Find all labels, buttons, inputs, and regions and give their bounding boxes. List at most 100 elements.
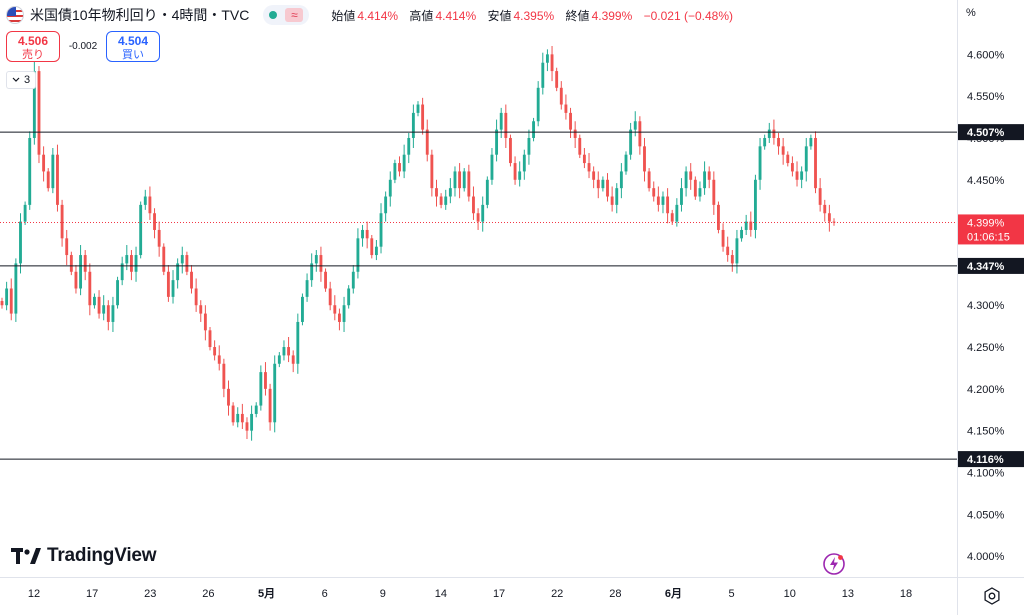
candle-body bbox=[698, 188, 702, 197]
sell-button[interactable]: 4.506 売り bbox=[6, 31, 60, 62]
candle bbox=[337, 308, 341, 331]
candle-body bbox=[661, 196, 665, 205]
candle bbox=[582, 148, 586, 169]
candle-body bbox=[74, 271, 78, 289]
candle bbox=[74, 265, 78, 294]
candle bbox=[305, 273, 309, 302]
candle bbox=[527, 129, 531, 165]
candle bbox=[680, 178, 683, 212]
candle bbox=[606, 173, 609, 202]
candle bbox=[675, 198, 679, 227]
bid-ask-panel: 4.506 売り -0.002 4.504 買い bbox=[6, 31, 160, 62]
candle bbox=[342, 296, 346, 332]
candle-body bbox=[439, 196, 443, 205]
candle-body bbox=[536, 87, 540, 122]
candle-body bbox=[767, 129, 771, 138]
candle bbox=[199, 300, 203, 322]
candle-body bbox=[102, 305, 106, 314]
candle bbox=[111, 296, 115, 332]
market-status-pill[interactable]: ≈ bbox=[263, 5, 310, 25]
candle-body bbox=[384, 196, 388, 214]
candle-body bbox=[578, 137, 582, 155]
candle bbox=[453, 166, 457, 197]
flash-icon[interactable] bbox=[822, 552, 846, 576]
tradingview-logo[interactable]: TradingView bbox=[11, 545, 157, 567]
chevron-down-icon bbox=[12, 77, 20, 82]
candle-body bbox=[361, 229, 364, 239]
candle bbox=[236, 407, 240, 428]
settings-icon[interactable] bbox=[982, 586, 1002, 606]
price-axis-labels: 4.600%4.550%4.500%4.450%4.400%4.350%4.30… bbox=[958, 49, 1024, 563]
candle bbox=[550, 45, 554, 82]
candle bbox=[564, 94, 568, 120]
candle bbox=[749, 211, 753, 237]
low-label: 安値 bbox=[487, 8, 512, 23]
candle-body bbox=[781, 146, 785, 155]
candle-body bbox=[28, 137, 32, 205]
candle bbox=[439, 193, 443, 209]
candle-body bbox=[481, 204, 485, 222]
indicators-toggle-button[interactable]: 3 bbox=[6, 71, 36, 89]
candle-body bbox=[190, 271, 193, 289]
candle-body bbox=[527, 137, 531, 155]
candle-body bbox=[310, 263, 314, 281]
candle bbox=[384, 191, 388, 222]
candle bbox=[9, 278, 13, 321]
candle bbox=[162, 243, 166, 276]
candle-body bbox=[818, 188, 822, 205]
candle bbox=[365, 221, 369, 249]
candle bbox=[458, 163, 462, 199]
tradingview-logo-icon bbox=[11, 548, 41, 564]
candle-body bbox=[814, 137, 817, 189]
candle bbox=[652, 181, 656, 202]
time-axis[interactable]: 12 17 23 26 5月 6 9 14 17 22 28 6月 5 10 13 18 bbox=[0, 577, 957, 615]
price-tick-label: 4.100% bbox=[967, 467, 1005, 479]
candle bbox=[23, 201, 27, 225]
candle-body bbox=[97, 296, 101, 314]
candle-body bbox=[337, 313, 341, 322]
candle-body bbox=[425, 129, 429, 155]
candle-body bbox=[587, 163, 591, 172]
candle bbox=[402, 144, 406, 179]
candle-body bbox=[744, 221, 748, 230]
candle-body bbox=[717, 204, 720, 230]
candle bbox=[259, 365, 263, 411]
candle bbox=[69, 251, 73, 276]
candle bbox=[536, 81, 540, 127]
price-tick-label: 4.150% bbox=[967, 426, 1005, 438]
candle bbox=[703, 161, 707, 195]
candle-body bbox=[111, 305, 115, 322]
candle-body bbox=[467, 171, 471, 197]
candle-body bbox=[116, 280, 119, 306]
chart-plot-area[interactable]: 米国債10年物利回り・4時間・TVC ≈ 始値 4.414% 高値 4.414% 安… bbox=[0, 0, 957, 577]
candle-body bbox=[453, 171, 457, 189]
candle bbox=[65, 229, 69, 266]
candle bbox=[472, 186, 475, 220]
price-axis[interactable]: % 4.600%4.550%4.500%4.450%4.400%4.350%4.… bbox=[957, 0, 1024, 577]
candle bbox=[545, 49, 549, 72]
candle bbox=[476, 208, 480, 230]
buy-button[interactable]: 4.504 買い bbox=[106, 31, 160, 62]
candle bbox=[569, 107, 572, 138]
candle bbox=[60, 199, 64, 247]
candle bbox=[393, 159, 397, 184]
candle-body bbox=[606, 179, 609, 197]
symbol-title[interactable]: 米国債10年物利回り・4時間・TVC bbox=[30, 7, 250, 23]
candle bbox=[250, 405, 254, 441]
candle bbox=[786, 151, 790, 167]
candle bbox=[120, 256, 124, 286]
candle bbox=[185, 251, 189, 276]
horizontal-line-label-bg bbox=[958, 124, 1024, 141]
candle-body bbox=[573, 129, 577, 138]
candle-body bbox=[32, 71, 36, 138]
candle-body bbox=[790, 163, 794, 172]
open-value: 4.414% bbox=[357, 8, 399, 23]
us-flag-icon[interactable] bbox=[6, 6, 24, 24]
candle-body bbox=[444, 196, 448, 205]
candle bbox=[619, 163, 623, 199]
candle bbox=[398, 156, 401, 177]
candle bbox=[416, 101, 420, 117]
time-tick-label: 9 bbox=[380, 588, 386, 600]
candle bbox=[42, 146, 46, 182]
candle bbox=[268, 383, 272, 431]
